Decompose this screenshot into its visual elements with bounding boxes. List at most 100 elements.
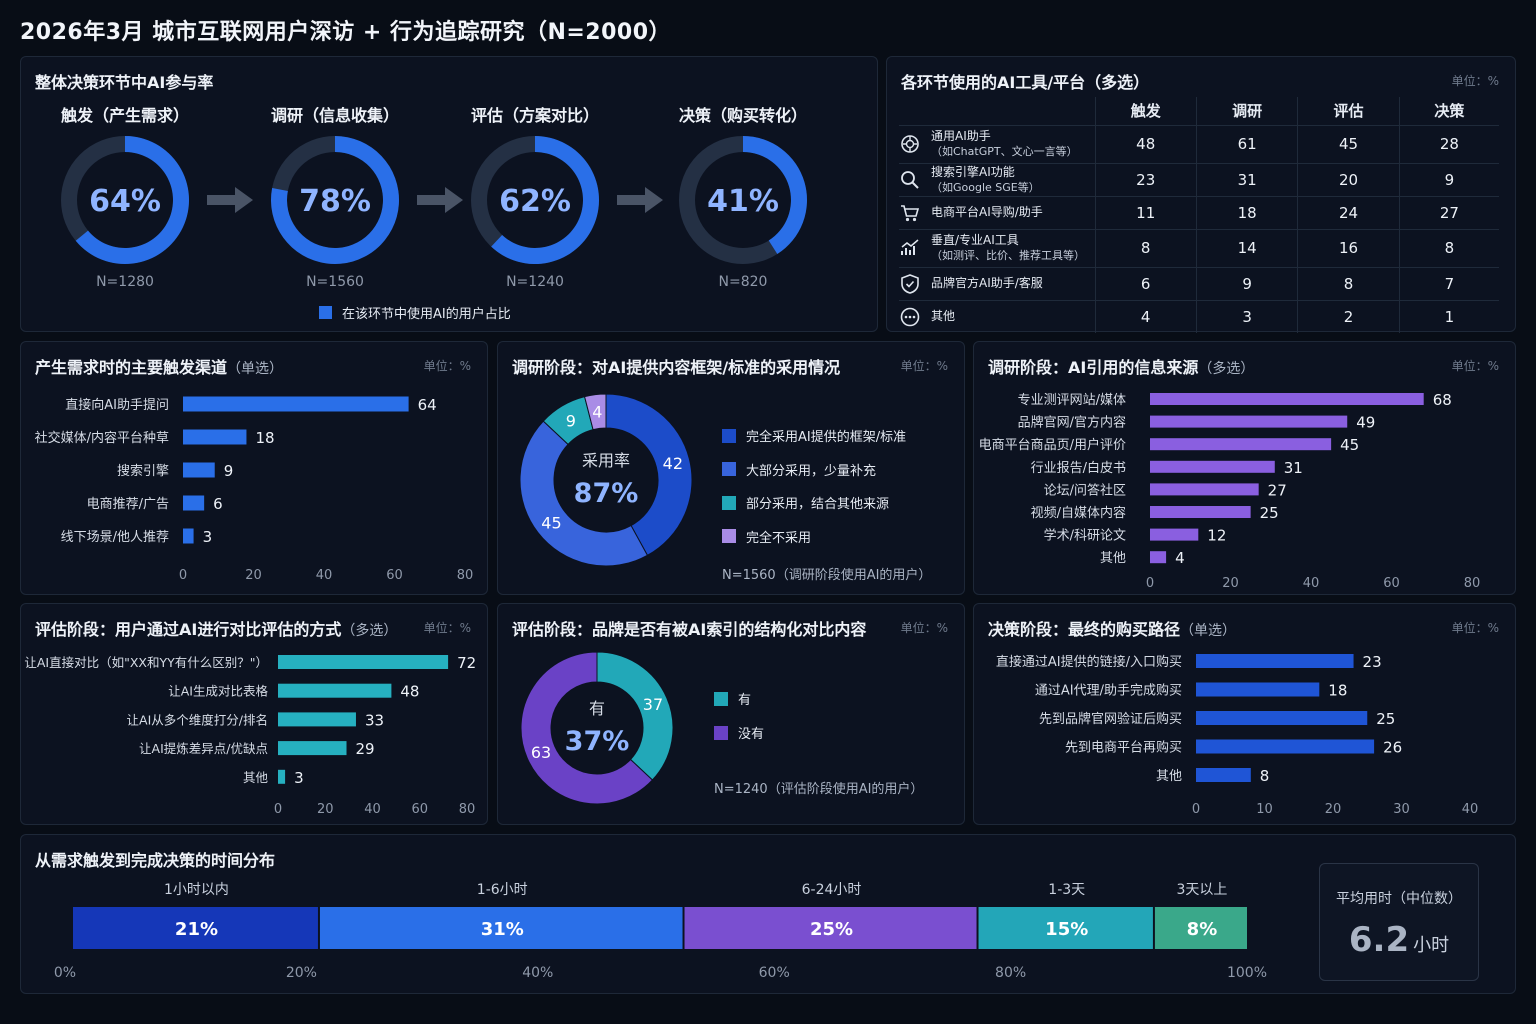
stage-label: 调研（信息收集）: [271, 106, 399, 125]
tools-label-wrap: 其他: [899, 306, 1095, 328]
tools-label-text: 品牌官方AI助手/客服: [931, 276, 1043, 291]
x-tick-label: 40: [364, 802, 381, 817]
legend-swatch: [722, 529, 736, 543]
tools-row: 通用AI助手 （如ChatGPT、文心一言等） 48 61 45 28: [899, 124, 1499, 163]
bar-category-label: 直接向AI助手提问: [65, 397, 169, 413]
tools-label-sub: （如Google SGE等）: [931, 180, 1040, 194]
bar-category-label: 其他: [243, 770, 269, 785]
stacked-segment: [319, 907, 683, 949]
bar: [278, 683, 392, 698]
tools-label-main: 通用AI助手: [931, 129, 991, 143]
bar-category-label: 品牌官网/官方内容: [1018, 415, 1126, 431]
tools-cell: 31: [1195, 162, 1298, 196]
ring-value-text: 41%: [707, 184, 779, 219]
donut-slice-label: 4: [592, 403, 602, 422]
bar-category-label: 视频/自媒体内容: [1031, 505, 1126, 521]
segment-category-label: 1小时以内: [164, 882, 229, 898]
legend-label: 在该环节中使用AI的用户占比: [342, 307, 511, 322]
tools-label-main: 垂直/专业AI工具: [931, 233, 1019, 247]
x-tick-label: 0: [1146, 576, 1154, 591]
ring-n-label: N=820: [719, 274, 768, 290]
tools-row: 电商平台AI导购/助手 11 18 24 27: [899, 195, 1499, 229]
tools-label-sub: （如ChatGPT、文心一言等）: [931, 145, 1078, 158]
tools-cell: 28: [1398, 124, 1499, 163]
x-tick-label: 0%: [54, 965, 76, 981]
flow-arrow-icon: [417, 187, 463, 213]
tools-row-label: 搜索引擎AI功能 （如Google SGE等）: [899, 162, 1095, 196]
tools-label-text: 通用AI助手 （如ChatGPT、文心一言等）: [931, 129, 1078, 159]
ring-value-arc: [743, 136, 807, 255]
x-tick-label: 40: [316, 568, 333, 583]
tools-panel: 各环节使用的AI工具/平台（多选） 单位：% 触发 调研 评估 决策 通用AI助手 （如C…: [886, 56, 1516, 333]
x-tick-label: 40: [1303, 576, 1320, 591]
segment-category-label: 6-24小时: [802, 882, 862, 898]
bar: [183, 462, 215, 478]
bar-value-label: 25: [1376, 710, 1395, 728]
indexed-panel: 评估阶段：品牌是否有被AI索引的结构化对比内容 单位：% 37 63 有 37% 有没…: [497, 603, 965, 825]
time-panel: 从需求触发到完成决策的时间分布 21% 1小时以内 31% 1-6小时 25% 6-24小…: [20, 834, 1516, 994]
tools-column-header: 调研: [1195, 97, 1298, 125]
donut-slice: [584, 393, 607, 431]
tools-cell: 20: [1297, 162, 1400, 196]
bar-value-label: 31: [1284, 459, 1303, 477]
bar: [278, 741, 347, 756]
segment-value-label: 31%: [481, 919, 524, 940]
bar-category-label: 让AI直接对比（如"XX和YY有什么区别？"）: [24, 655, 268, 670]
x-tick-label: 100%: [1227, 965, 1267, 981]
bar: [1196, 711, 1368, 725]
bar: [1196, 682, 1320, 697]
donut-center-label: 有: [589, 699, 605, 718]
donut-center-label: 采用率: [582, 451, 630, 470]
bar: [1150, 438, 1332, 451]
bar-category-label: 其他: [1100, 551, 1126, 566]
tools-label-main: 电商平台AI导购/助手: [931, 205, 1043, 219]
legend-item: 完全不采用: [722, 527, 811, 546]
tools-cell: 9: [1195, 266, 1298, 300]
bar: [1150, 506, 1251, 518]
legend-swatch: [722, 428, 736, 443]
donut-slice: [520, 651, 654, 805]
bar-category-label: 其他: [1156, 769, 1182, 784]
tools-label-wrap: 电商平台AI导购/助手: [899, 202, 1095, 224]
tools-unit: 单位：%: [1451, 74, 1499, 88]
tools-column-header: 决策: [1398, 97, 1499, 125]
bar-value-label: 29: [356, 740, 375, 758]
legend-label: 大部分采用，少量补充: [746, 463, 877, 479]
page-title: 2026年3月 城市互联网用户深访 + 行为追踪研究（N=2000）: [20, 20, 672, 45]
tools-row: 品牌官方AI助手/客服 6 9 8 7: [899, 266, 1499, 300]
indexed-note: N=1240（评估阶段使用AI的用户）: [714, 782, 924, 797]
trigger-title-main: 产生需求时的主要触发渠道: [35, 358, 228, 377]
bar-category-label: 让AI提炼差异点/优缺点: [139, 741, 268, 756]
tools-cell: 8: [1094, 228, 1197, 267]
donut-slice: [605, 393, 693, 557]
bar-value-label: 4: [1175, 549, 1185, 567]
purchase-panel: 决策阶段：最终的购买路径（单选） 单位：% 直接通过AI提供的链接/入口购买 23…: [973, 603, 1516, 825]
x-tick-label: 40%: [522, 965, 553, 981]
x-tick-label: 20: [245, 568, 262, 583]
stage-label: 触发（产生需求）: [60, 106, 189, 125]
tools-label-text: 其他: [931, 309, 955, 324]
bar-value-label: 68: [1433, 391, 1452, 409]
x-tick-label: 60: [386, 568, 403, 583]
tools-title: 各环节使用的AI工具/平台（多选）: [901, 73, 1150, 92]
segment-value-label: 8%: [1187, 919, 1218, 940]
tools-label-main: 其他: [931, 309, 956, 324]
participation-title: 整体决策环节中AI参与率: [35, 73, 214, 92]
cart-icon: [901, 204, 920, 221]
bar: [278, 769, 286, 784]
tools-cell: 3: [1195, 299, 1298, 333]
indexed-donut-chart: 37 63 有 37%: [520, 651, 674, 805]
tools-row-label: 其他: [899, 299, 1095, 333]
legend-label: 完全采用AI提供的框架/标准: [746, 430, 907, 445]
bar-value-label: 9: [224, 462, 234, 480]
bar-category-label: 让AI生成对比表格: [168, 684, 268, 699]
tools-row-label: 电商平台AI导购/助手: [899, 195, 1095, 229]
bar: [183, 495, 205, 511]
stage-label: 决策（购买转化）: [679, 106, 807, 125]
donut-slice: [596, 651, 674, 781]
bar-value-label: 25: [1260, 504, 1279, 522]
legend-label: 有: [738, 693, 752, 708]
bar: [183, 429, 247, 445]
eval-panel: 评估阶段：用户通过AI进行对比评估的方式（多选） 单位：% 让AI直接对比（如"…: [20, 603, 488, 825]
tools-column-header: 触发: [1094, 97, 1197, 125]
